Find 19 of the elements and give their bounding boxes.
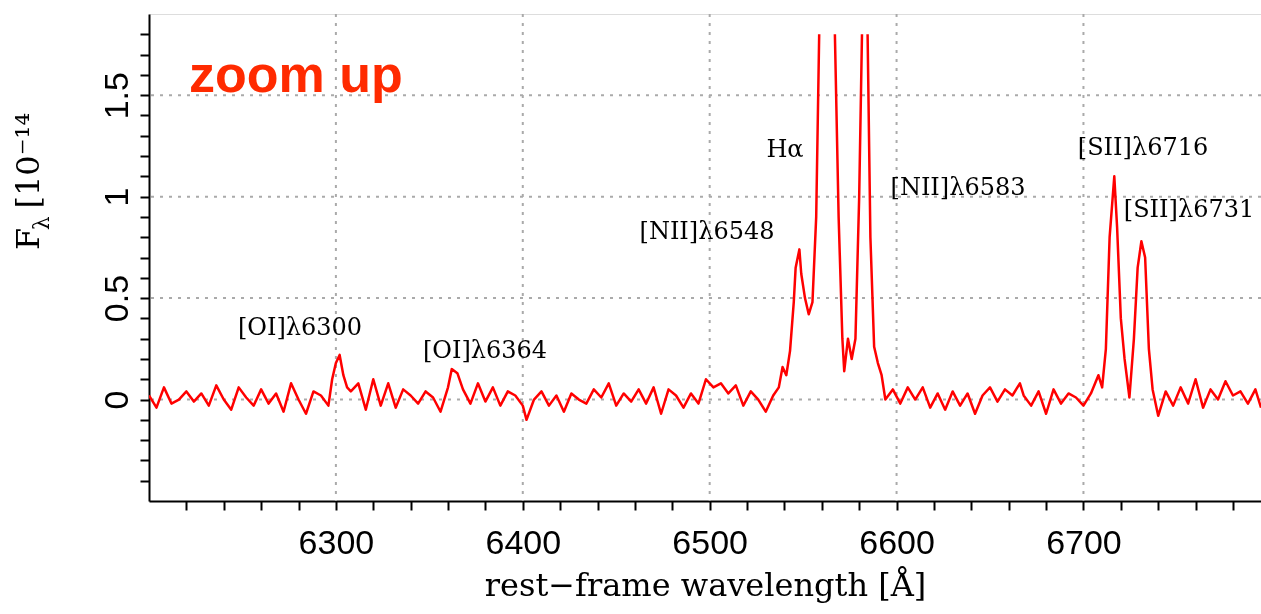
annotation: [SII]λ6716: [1077, 133, 1209, 161]
y-tick-label: 0.5: [96, 274, 135, 323]
annotation: zoom up: [189, 45, 403, 103]
y-tick-label: 0: [96, 390, 135, 410]
x-tick-label: 6600: [859, 522, 935, 561]
x-axis-title: rest−frame wavelength [Å]: [484, 565, 927, 604]
y-tick-label: 1.5: [96, 72, 135, 120]
x-tick-label: 6300: [298, 522, 375, 561]
annotation: [NII]λ6583: [890, 173, 1026, 201]
annotation: [NII]λ6548: [639, 217, 775, 245]
y-tick-label: 1: [96, 187, 135, 207]
y-axis-title: Fλ [10⁻¹⁴: [9, 112, 54, 250]
x-tick-label: 6700: [1046, 522, 1122, 561]
annotation: [SII]λ6731: [1123, 195, 1255, 223]
annotation: Hα: [766, 135, 804, 163]
x-tick-label: 6500: [672, 522, 748, 561]
annotation: [OI]λ6300: [237, 313, 363, 341]
annotation: [OI]λ6364: [422, 336, 548, 364]
x-tick-label: 6400: [485, 522, 562, 561]
